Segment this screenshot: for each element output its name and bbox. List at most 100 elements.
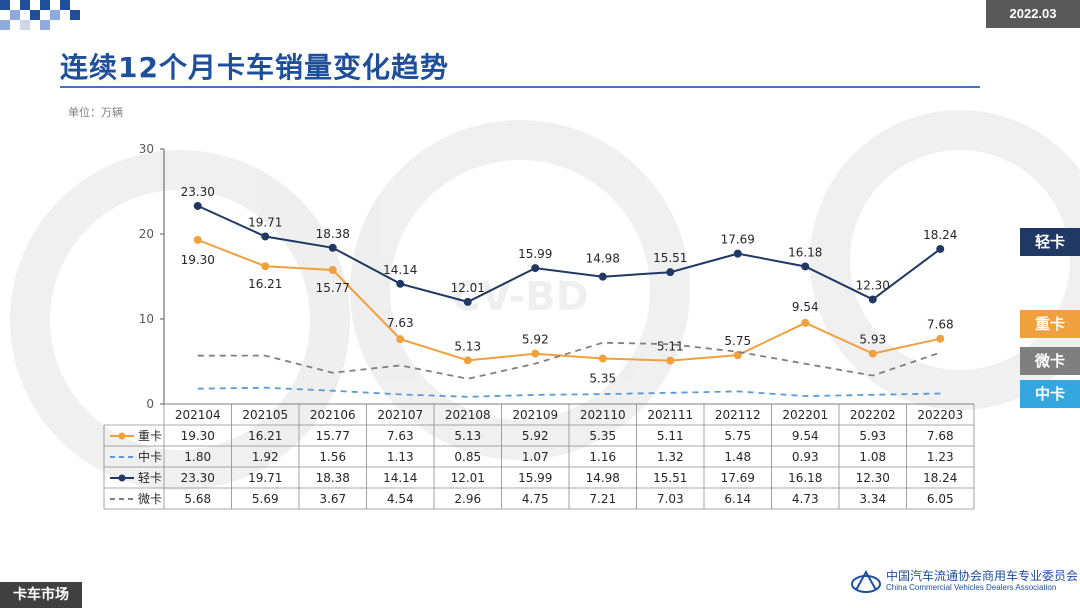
y-tick-label: 0: [146, 397, 154, 411]
data-point-heavy: [463, 356, 472, 365]
table-cell: 18.24: [923, 471, 957, 485]
table-cell: 1.13: [387, 450, 414, 464]
x-tick-label: 202111: [647, 408, 693, 422]
table-cell: 14.14: [383, 471, 417, 485]
table-cell: 5.13: [454, 429, 481, 443]
table-cell: 2.96: [454, 492, 481, 506]
data-label-heavy: 9.54: [792, 300, 819, 314]
data-label-heavy: 16.21: [248, 277, 282, 291]
series-line-light: [197, 204, 941, 303]
table-cell: 5.93: [859, 429, 886, 443]
watermark: CV-BD: [10, 110, 1080, 490]
data-label-light: 18.24: [923, 228, 957, 242]
table-cell: 7.21: [589, 492, 616, 506]
data-label-heavy: 5.93: [859, 333, 886, 347]
data-point-heavy: [801, 318, 810, 327]
legend-label-medium: 中卡: [138, 449, 162, 464]
section-badge: 卡车市场: [0, 582, 82, 608]
data-point-light: [598, 272, 607, 281]
y-tick-label: 20: [139, 227, 154, 241]
table-cell: 4.54: [387, 492, 414, 506]
table-cell: 5.35: [589, 429, 616, 443]
x-tick-label: 202108: [445, 408, 491, 422]
table-cell: 23.30: [181, 471, 215, 485]
table-cell: 9.54: [792, 429, 819, 443]
table-cell: 7.63: [387, 429, 414, 443]
tag-micro-truck: 微卡: [1020, 347, 1080, 375]
table-cell: 1.80: [184, 450, 211, 464]
data-point-light: [463, 297, 472, 306]
data-label-light: 15.51: [653, 251, 687, 265]
data-label-light: 14.14: [383, 263, 417, 277]
data-label-light: 12.01: [451, 281, 485, 295]
x-tick-label: 202110: [580, 408, 626, 422]
table-cell: 7.03: [657, 492, 684, 506]
org-logo-icon: [851, 569, 881, 593]
table-cell: 5.11: [657, 429, 684, 443]
table-cell: 1.48: [724, 450, 751, 464]
data-point-heavy: [936, 334, 945, 343]
data-label-heavy: 5.75: [724, 334, 751, 348]
data-point-heavy: [193, 235, 202, 244]
tag-medium-truck: 中卡: [1020, 380, 1080, 408]
x-tick-label: 202109: [512, 408, 558, 422]
x-tick-label: 202104: [175, 408, 221, 422]
org-logo: 中国汽车流通协会商用车专业委员会 China Commercial Vehicl…: [850, 562, 1078, 602]
data-label-heavy: 5.92: [522, 333, 549, 347]
table-cell: 15.77: [316, 429, 350, 443]
org-name-en: China Commercial Vehicles Dealers Associ…: [886, 583, 1057, 592]
table-cell: 18.38: [316, 471, 350, 485]
x-tick-label: 202202: [850, 408, 896, 422]
data-point-heavy: [733, 351, 742, 360]
data-label-light: 17.69: [721, 233, 755, 247]
data-point-heavy: [328, 265, 337, 274]
data-point-heavy: [261, 262, 270, 271]
table-cell: 6.05: [927, 492, 954, 506]
table-cell: 3.34: [859, 492, 886, 506]
data-label-heavy: 5.35: [589, 372, 616, 386]
data-label-heavy: 7.63: [387, 316, 414, 330]
table-cell: 1.92: [252, 450, 279, 464]
table-cell: 15.99: [518, 471, 552, 485]
watermark-text: CV-BD: [451, 274, 589, 320]
x-tick-label: 202107: [377, 408, 423, 422]
table-cell: 16.21: [248, 429, 282, 443]
legend-label-micro: 微卡: [138, 492, 162, 506]
table-cell: 1.23: [927, 450, 954, 464]
data-label-heavy: 19.30: [181, 253, 215, 267]
title-divider: [60, 86, 980, 88]
legend-marker-heavy: [118, 432, 126, 440]
tag-heavy-truck: 重卡: [1020, 310, 1080, 338]
data-point-light: [261, 232, 270, 241]
table-cell: 5.75: [724, 429, 751, 443]
data-label-light: 14.98: [586, 252, 620, 266]
table-cell: 19.30: [181, 429, 215, 443]
data-point-light: [733, 249, 742, 258]
data-point-heavy: [666, 356, 675, 365]
table-cell: 1.08: [859, 450, 886, 464]
series-line-medium: [197, 386, 941, 398]
data-label-light: 19.71: [248, 215, 282, 229]
data-point-light: [396, 279, 405, 288]
table-cell: 1.16: [589, 450, 616, 464]
data-label-light: 16.18: [788, 245, 822, 259]
tag-light-truck: 轻卡: [1020, 228, 1080, 256]
table-cell: 16.18: [788, 471, 822, 485]
y-tick-label: 30: [139, 142, 154, 156]
series-line-micro: [197, 341, 941, 380]
table-cell: 12.01: [451, 471, 485, 485]
table-cell: 6.14: [724, 492, 751, 506]
data-point-light: [328, 243, 337, 252]
corner-decoration: [0, 0, 80, 30]
legend-marker-light: [118, 474, 126, 482]
data-label-light: 23.30: [181, 185, 215, 199]
data-point-light: [531, 264, 540, 273]
table-cell: 5.92: [522, 429, 549, 443]
table-cell: 0.93: [792, 450, 819, 464]
org-name-cn: 中国汽车流通协会商用车专业委员会: [886, 569, 1079, 583]
data-point-light: [666, 268, 675, 277]
table-cell: 1.07: [522, 450, 549, 464]
data-label-light: 15.99: [518, 247, 552, 261]
table-cell: 7.68: [927, 429, 954, 443]
table-cell: 19.71: [248, 471, 282, 485]
